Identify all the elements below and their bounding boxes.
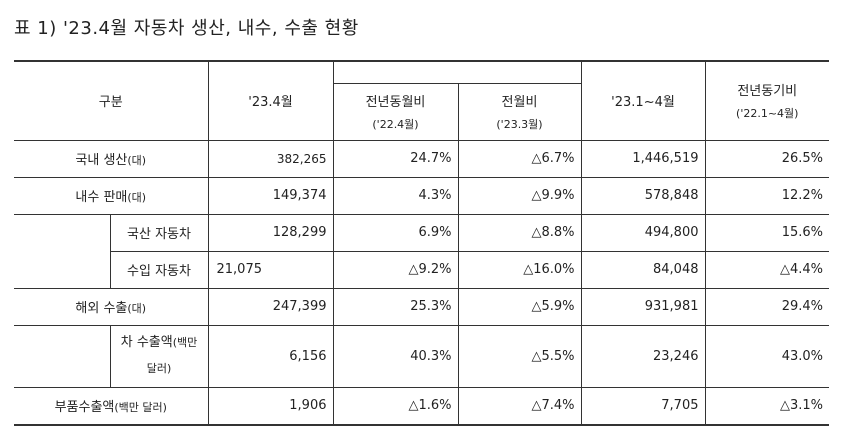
table-row-domestic-local: 국산 자동차 128,299 6.9% △8.8% 494,800 15.6% <box>14 214 829 289</box>
indent-cell <box>14 325 111 388</box>
cell-ytd-yoy: △4.4% <box>705 251 829 289</box>
header-mom: 전월비 ('23.3월) <box>458 83 582 141</box>
cell-month: 247,399 <box>208 288 334 326</box>
cell-mom: △9.9% <box>458 177 582 215</box>
table-row-export-value: 차 수출액(백만 달러) 6,156 40.3% △5.5% 23,246 43… <box>14 325 829 388</box>
cell-mom: △8.8% <box>458 214 582 252</box>
header-ytd: '23.1~4월 <box>581 60 706 141</box>
header-mom-label: 전월비 <box>501 95 538 110</box>
table-row-parts: 부품수출액(백만 달러) 1,906 △1.6% △7.4% 7,705 △3.… <box>14 387 829 426</box>
cell-yoy: 24.7% <box>333 140 459 178</box>
table-row-domestic-import: 수입 자동차 21,075 △9.2% △16.0% 84,048 △4.4% <box>14 251 829 289</box>
header-ytd-yoy-sub: ('22.1~4월) <box>736 107 799 121</box>
cell-yoy: △9.2% <box>333 251 459 289</box>
row-unit: (대) <box>127 302 147 315</box>
row-label-domestic-local: 국산 자동차 <box>110 214 209 252</box>
table-row-production: 국내 생산(대) 382,265 24.7% △6.7% 1,446,519 2… <box>14 140 829 178</box>
header-month: '23.4월 <box>208 60 334 141</box>
table-row-domestic: 내수 판매(대) 149,374 4.3% △9.9% 578,848 12.2… <box>14 177 829 215</box>
cell-ytd-yoy: 43.0% <box>705 325 829 388</box>
cell-ytd: 1,446,519 <box>581 140 706 178</box>
table-row-export: 해외 수출(대) 247,399 25.3% △5.9% 931,981 29.… <box>14 288 829 326</box>
cell-month: 21,075 <box>208 251 334 289</box>
header-yoy-label: 전년동월비 <box>365 95 426 110</box>
cell-yoy: 4.3% <box>333 177 459 215</box>
row-label-text: 해외 수출 <box>75 301 128 316</box>
cell-yoy: 6.9% <box>333 214 459 252</box>
row-unit-cont: 달러) <box>146 362 172 375</box>
cell-mom: △16.0% <box>458 251 582 289</box>
cell-mom: △6.7% <box>458 140 582 178</box>
cell-ytd-yoy: 29.4% <box>705 288 829 326</box>
row-label-parts: 부품수출액(백만 달러) <box>14 387 209 426</box>
cell-ytd-yoy: 15.6% <box>705 214 829 252</box>
table-title: 표 1) '23.4월 자동차 생산, 내수, 수출 현황 <box>14 18 359 39</box>
header-category: 구분 <box>14 60 209 141</box>
cell-ytd-yoy: 26.5% <box>705 140 829 178</box>
header-month-group <box>333 60 582 84</box>
row-label-production: 국내 생산(대) <box>14 140 209 178</box>
cell-month: 128,299 <box>208 214 334 252</box>
row-label-text: 부품수출액 <box>54 400 115 416</box>
cell-yoy: 40.3% <box>333 325 459 388</box>
cell-mom: △5.5% <box>458 325 582 388</box>
header-yoy: 전년동월비 ('22.4월) <box>333 83 459 141</box>
cell-mom: △7.4% <box>458 387 582 426</box>
cell-ytd-yoy: 12.2% <box>705 177 829 215</box>
cell-ytd: 931,981 <box>581 288 706 326</box>
row-label-text: 국내 생산 <box>75 153 128 168</box>
cell-mom: △5.9% <box>458 288 582 326</box>
row-label-domestic-import: 수입 자동차 <box>110 251 209 289</box>
row-label-export-value: 차 수출액(백만 달러) <box>110 325 209 388</box>
cell-ytd-yoy: △3.1% <box>705 387 829 426</box>
cell-month: 382,265 <box>208 140 334 178</box>
row-label-text: 내수 판매 <box>75 190 128 205</box>
row-unit: (대) <box>127 191 147 204</box>
cell-yoy: 25.3% <box>333 288 459 326</box>
cell-month: 6,156 <box>208 325 334 388</box>
cell-ytd: 578,848 <box>581 177 706 215</box>
cell-ytd: 23,246 <box>581 325 706 388</box>
header-yoy-sub: ('22.4월) <box>372 118 419 131</box>
cell-yoy: △1.6% <box>333 387 459 426</box>
row-unit: (백만 <box>172 336 198 349</box>
cell-ytd: 84,048 <box>581 251 706 289</box>
cell-ytd: 494,800 <box>581 214 706 252</box>
header-mom-sub: ('23.3월) <box>496 118 543 131</box>
auto-statistics-table: 구분 '23.4월 '23.1~4월 전년동기비 ('22.1~4월) 전년동월… <box>14 60 829 426</box>
cell-month: 149,374 <box>208 177 334 215</box>
header-ytd-yoy-label: 전년동기비 <box>737 84 798 100</box>
row-label-export: 해외 수출(대) <box>14 288 209 326</box>
row-label-text: 차 수출액 <box>120 335 173 350</box>
cell-month: 1,906 <box>208 387 334 426</box>
cell-ytd: 7,705 <box>581 387 706 426</box>
row-unit: (대) <box>127 154 147 167</box>
header-ytd-yoy: 전년동기비 ('22.1~4월) <box>705 60 829 141</box>
indent-cell <box>14 214 111 289</box>
row-label-domestic: 내수 판매(대) <box>14 177 209 215</box>
row-unit: (백만 달러) <box>114 401 167 415</box>
